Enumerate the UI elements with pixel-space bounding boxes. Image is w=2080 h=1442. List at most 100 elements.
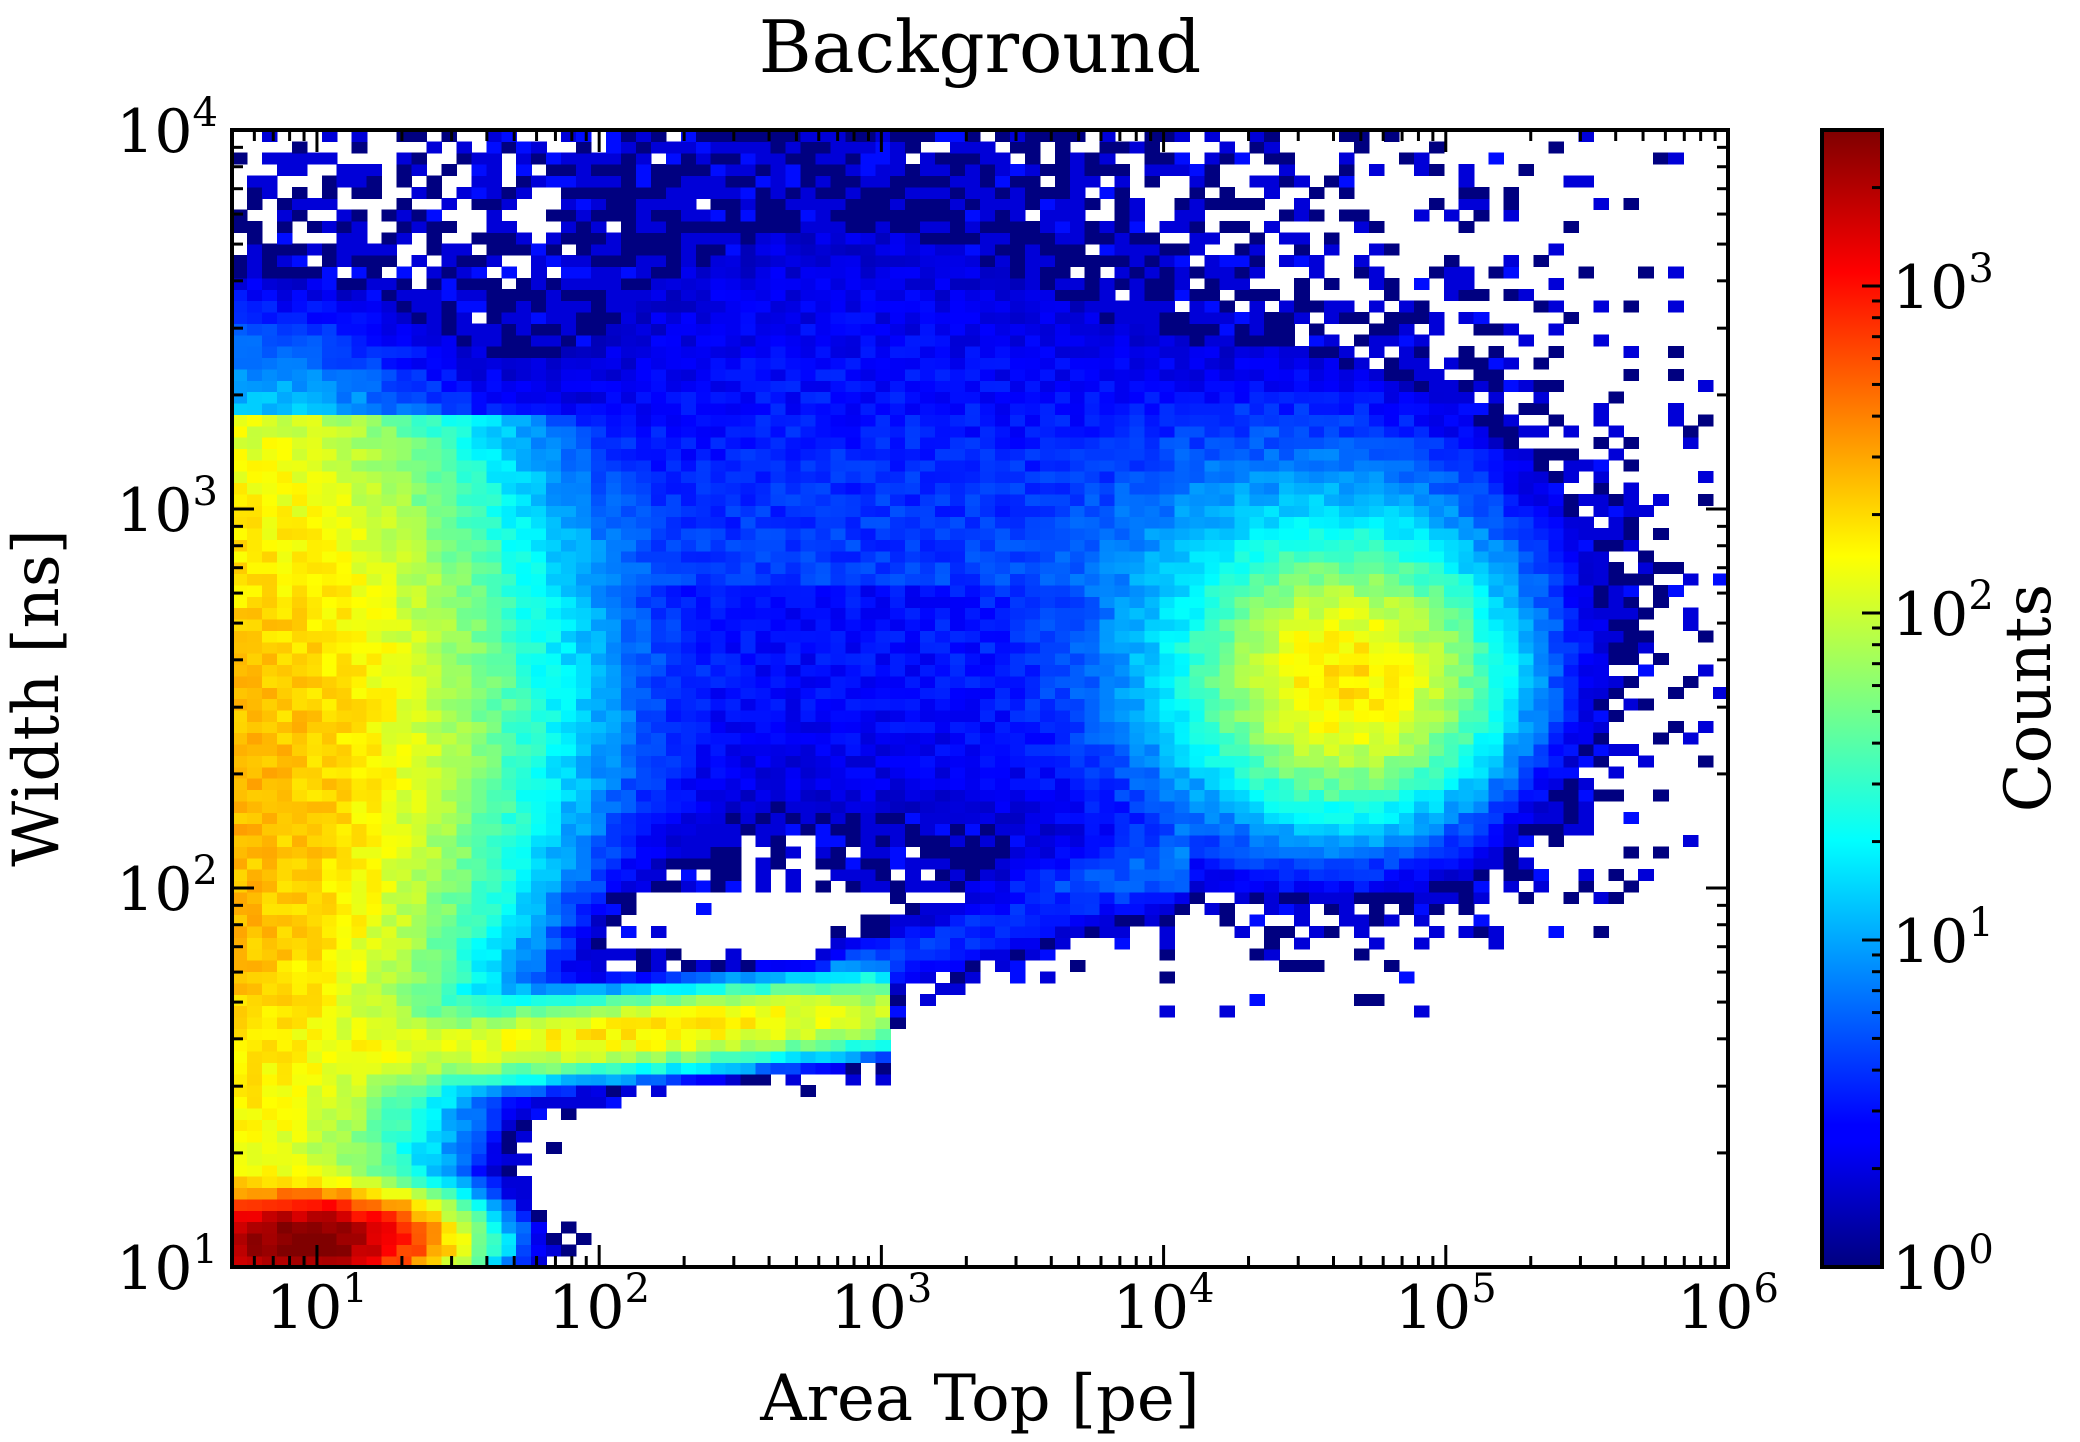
heatmap-cell bbox=[351, 232, 368, 245]
heatmap-cell bbox=[576, 493, 592, 506]
heatmap-cell bbox=[486, 277, 502, 290]
heatmap-cell bbox=[815, 1062, 831, 1075]
heatmap-cell bbox=[1024, 664, 1041, 677]
heatmap-cell bbox=[815, 880, 831, 893]
heatmap-cell bbox=[1069, 857, 1086, 870]
heatmap-cell bbox=[426, 687, 443, 700]
heatmap-cell bbox=[965, 834, 981, 847]
heatmap-cell bbox=[576, 1096, 592, 1109]
heatmap-cell bbox=[950, 141, 966, 154]
heatmap-cell bbox=[860, 778, 876, 791]
heatmap-cell bbox=[635, 277, 652, 290]
heatmap-cell bbox=[276, 334, 293, 347]
heatmap-cell bbox=[875, 744, 891, 756]
heatmap-cell bbox=[725, 982, 742, 995]
heatmap-cell bbox=[710, 346, 727, 358]
heatmap-cell bbox=[875, 425, 891, 438]
heatmap-cell bbox=[845, 527, 861, 540]
heatmap-cell bbox=[755, 869, 772, 882]
heatmap-cell bbox=[860, 744, 876, 756]
heatmap-cell bbox=[501, 1085, 517, 1098]
heatmap-cell bbox=[441, 346, 457, 358]
heatmap-cell bbox=[845, 698, 861, 711]
heatmap-cell bbox=[276, 516, 293, 529]
heatmap-cell bbox=[1129, 459, 1146, 472]
heatmap-cell bbox=[785, 880, 802, 893]
heatmap-cell bbox=[935, 766, 951, 779]
heatmap-cell bbox=[486, 357, 502, 370]
heatmap-cell bbox=[800, 1016, 817, 1029]
heatmap-cell bbox=[441, 914, 457, 927]
heatmap-cell bbox=[576, 289, 592, 302]
heatmap-cell bbox=[306, 516, 323, 529]
heatmap-cell bbox=[471, 334, 487, 347]
heatmap-cell bbox=[441, 630, 457, 643]
heatmap-cell bbox=[336, 937, 353, 950]
heatmap-cell bbox=[815, 744, 831, 756]
heatmap-cell bbox=[635, 437, 652, 449]
heatmap-cell bbox=[725, 1051, 742, 1063]
heatmap-cell bbox=[965, 891, 981, 904]
heatmap-cell bbox=[755, 175, 772, 188]
heatmap-cell bbox=[995, 346, 1011, 358]
heatmap-cell bbox=[381, 471, 398, 484]
heatmap-cell bbox=[875, 823, 891, 836]
heatmap-cell bbox=[531, 550, 547, 563]
heatmap-cell bbox=[321, 857, 338, 870]
heatmap-cell bbox=[546, 641, 562, 654]
heatmap-cell bbox=[875, 607, 891, 620]
heatmap-cell bbox=[276, 357, 293, 370]
heatmap-cell bbox=[875, 948, 891, 961]
heatmap-cell bbox=[905, 368, 921, 381]
heatmap-cell bbox=[710, 664, 727, 677]
heatmap-cell bbox=[351, 891, 368, 904]
heatmap-cell bbox=[426, 698, 443, 711]
heatmap-cell bbox=[306, 448, 323, 461]
heatmap-cell bbox=[561, 459, 577, 472]
heatmap-cell bbox=[471, 482, 487, 495]
heatmap-cell bbox=[965, 800, 981, 813]
heatmap-cell bbox=[1114, 664, 1131, 677]
heatmap-cell bbox=[531, 152, 547, 165]
heatmap-cell bbox=[950, 618, 966, 631]
heatmap-cell bbox=[366, 857, 383, 870]
heatmap-cell bbox=[591, 925, 607, 938]
heatmap-cell bbox=[411, 846, 428, 859]
heatmap-cell bbox=[396, 562, 413, 575]
heatmap-cell bbox=[396, 653, 413, 665]
heatmap-cell bbox=[1114, 527, 1131, 540]
heatmap-cell bbox=[396, 380, 413, 393]
heatmap-cell bbox=[980, 812, 996, 825]
heatmap-cell bbox=[381, 812, 398, 825]
heatmap-cell bbox=[950, 721, 966, 734]
heatmap-cell bbox=[486, 1119, 502, 1132]
heatmap-cell bbox=[441, 755, 457, 768]
heatmap-cell bbox=[336, 800, 353, 813]
heatmap-cell bbox=[830, 562, 846, 575]
heatmap-cell bbox=[291, 448, 308, 461]
heatmap-cell bbox=[680, 402, 697, 415]
heatmap-cell bbox=[965, 437, 981, 449]
heatmap-cell bbox=[695, 596, 712, 609]
heatmap-cell bbox=[261, 1016, 278, 1029]
heatmap-cell bbox=[635, 255, 652, 268]
heatmap-cell bbox=[261, 527, 278, 540]
heatmap-cell bbox=[606, 994, 622, 1007]
heatmap-cell bbox=[306, 198, 323, 211]
heatmap-cell bbox=[1099, 346, 1116, 358]
heatmap-cell bbox=[232, 368, 248, 381]
heatmap-cell bbox=[441, 221, 457, 233]
heatmap-cell bbox=[935, 732, 951, 745]
heatmap-cell bbox=[576, 516, 592, 529]
heatmap-cell bbox=[1009, 641, 1026, 654]
heatmap-cell bbox=[306, 880, 323, 893]
heatmap-cell bbox=[291, 1119, 308, 1132]
heatmap-cell bbox=[650, 232, 667, 245]
heatmap-cell bbox=[695, 277, 712, 290]
heatmap-cell bbox=[486, 732, 502, 745]
heatmap-cell bbox=[561, 175, 577, 188]
heatmap-cell bbox=[247, 414, 263, 427]
heatmap-cell bbox=[396, 471, 413, 484]
heatmap-cell bbox=[321, 937, 338, 950]
heatmap-cell bbox=[1039, 675, 1056, 688]
